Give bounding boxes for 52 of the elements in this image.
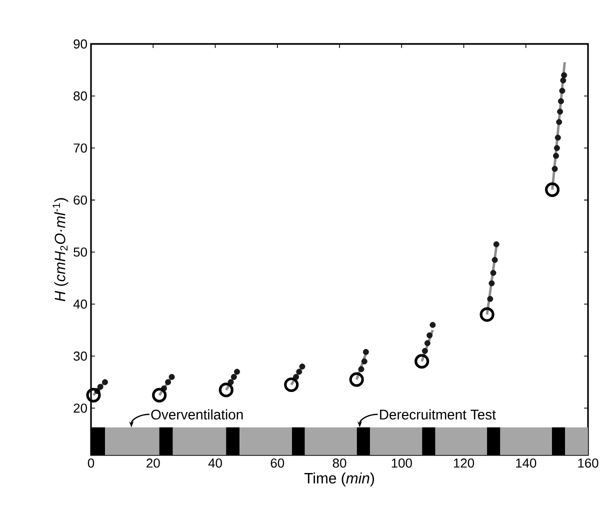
x-tick-label: 0 bbox=[88, 458, 94, 468]
point bbox=[430, 322, 436, 328]
point bbox=[560, 77, 566, 84]
x-axis-title: Time (min) bbox=[304, 472, 374, 486]
point bbox=[97, 384, 104, 390]
y-tick-label: 40 bbox=[73, 300, 87, 309]
point bbox=[492, 256, 498, 263]
point bbox=[487, 296, 494, 302]
y-tick-label: 60 bbox=[74, 195, 87, 205]
point bbox=[556, 119, 562, 126]
point bbox=[426, 332, 433, 338]
point bbox=[422, 348, 428, 354]
point bbox=[102, 379, 108, 386]
y-tick-label: 50 bbox=[74, 247, 87, 257]
y-tick-label: 70 bbox=[74, 143, 87, 153]
x-tick-label: 160 bbox=[578, 458, 598, 468]
point bbox=[493, 241, 500, 248]
point bbox=[554, 134, 561, 141]
point bbox=[559, 88, 566, 94]
point bbox=[488, 280, 495, 286]
point bbox=[168, 374, 175, 380]
point bbox=[361, 358, 368, 364]
y-tick-label: 30 bbox=[74, 352, 87, 361]
point bbox=[299, 364, 306, 370]
point bbox=[230, 374, 237, 380]
annotation: Derecruitment Test bbox=[380, 409, 496, 420]
point bbox=[358, 366, 364, 372]
x-tick-label: 40 bbox=[208, 458, 222, 468]
point bbox=[228, 379, 234, 386]
y-tick-label: 80 bbox=[74, 91, 87, 101]
point bbox=[165, 379, 172, 386]
point bbox=[554, 145, 560, 152]
point bbox=[234, 368, 240, 375]
y-axis-title: H (cmH$_{2}$O·ml$^{-1}$) bbox=[52, 198, 68, 302]
point bbox=[558, 98, 564, 104]
point bbox=[362, 348, 369, 355]
x-tick-label: 60 bbox=[270, 458, 284, 468]
point bbox=[561, 72, 568, 78]
x-tick-label: 120 bbox=[454, 458, 474, 468]
point bbox=[296, 368, 302, 375]
point bbox=[553, 152, 560, 159]
x-tick-label: 80 bbox=[332, 458, 346, 468]
annotation: Overventilation bbox=[151, 409, 243, 420]
y-tick-label: 20 bbox=[74, 404, 87, 413]
y-tick-label: 90 bbox=[74, 39, 87, 49]
point bbox=[552, 166, 558, 172]
point bbox=[424, 340, 430, 346]
x-tick-label: 20 bbox=[146, 458, 160, 468]
x-tick-label: 100 bbox=[392, 458, 412, 468]
point bbox=[490, 270, 496, 276]
point bbox=[557, 108, 564, 115]
x-tick-label: 140 bbox=[516, 458, 536, 468]
